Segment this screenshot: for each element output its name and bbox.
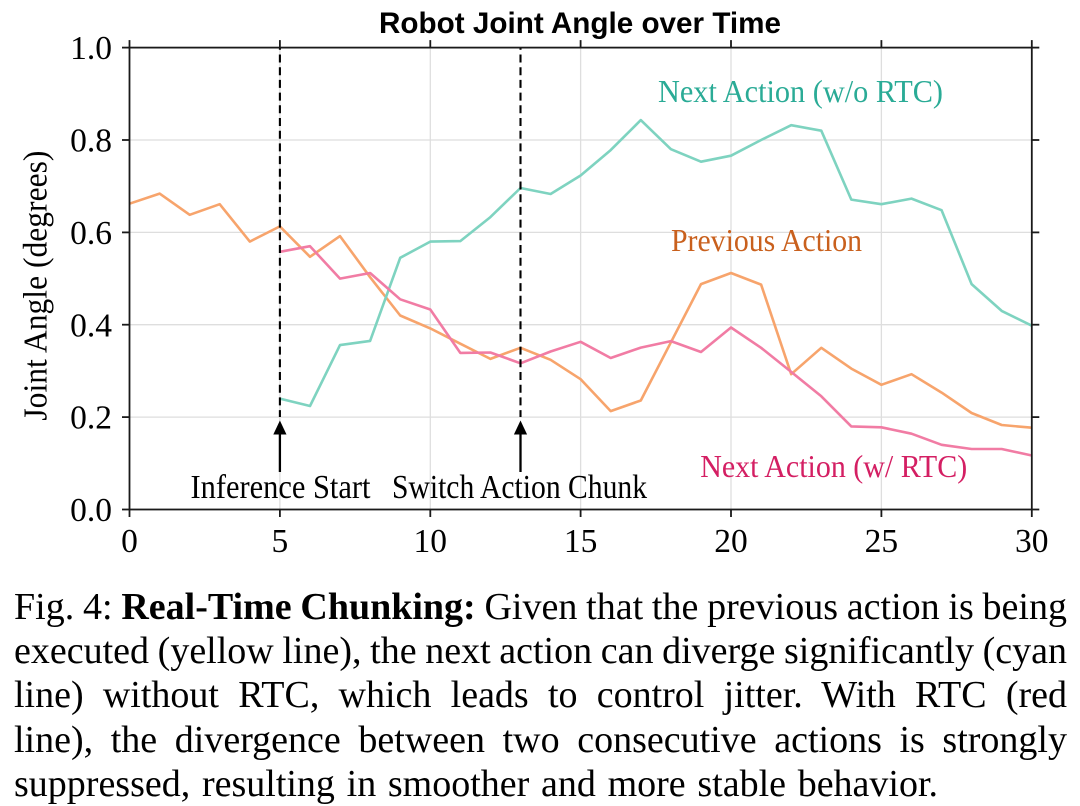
svg-text:0.4: 0.4 — [70, 307, 112, 344]
svg-text:0.2: 0.2 — [70, 400, 112, 437]
svg-text:0.0: 0.0 — [70, 492, 112, 529]
svg-text:1.0: 1.0 — [70, 30, 112, 67]
svg-text:20: 20 — [714, 523, 748, 560]
svg-text:Switch Action Chunk: Switch Action Chunk — [392, 469, 647, 506]
svg-text:Robot Joint Angle over Time: Robot Joint Angle over Time — [379, 7, 781, 40]
svg-text:Joint Angle (degrees): Joint Angle (degrees) — [18, 151, 55, 421]
svg-text:0.8: 0.8 — [70, 123, 112, 160]
svg-text:Inference Start: Inference Start — [191, 469, 372, 506]
svg-text:Next Action (w/ RTC): Next Action (w/ RTC) — [700, 448, 967, 484]
svg-text:Next Action (w/o RTC): Next Action (w/o RTC) — [658, 73, 943, 109]
svg-text:25: 25 — [865, 523, 899, 560]
svg-text:10: 10 — [414, 523, 448, 560]
svg-text:0: 0 — [121, 523, 138, 560]
svg-text:5: 5 — [272, 523, 289, 560]
svg-text:0.6: 0.6 — [70, 215, 112, 252]
svg-text:15: 15 — [564, 523, 598, 560]
svg-text:Previous Action: Previous Action — [671, 222, 862, 258]
svg-text:30: 30 — [1015, 523, 1049, 560]
